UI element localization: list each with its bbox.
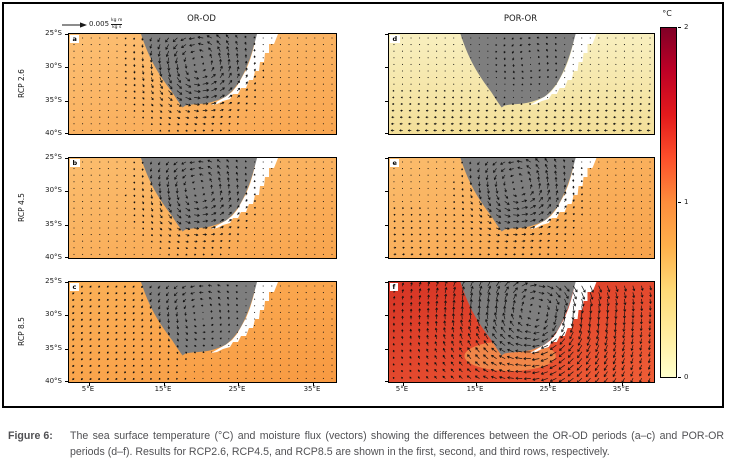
quiver-arrows [73, 159, 333, 256]
map-panel-c: c [68, 281, 337, 383]
axis-tick [65, 282, 68, 283]
axis-tick [65, 67, 68, 69]
row-label-rcp26: RCP 2.6 [16, 68, 26, 98]
y-tick-label: 25°S [45, 153, 62, 161]
axis-tick [65, 315, 68, 317]
axis-tick [476, 383, 477, 386]
axis-tick [65, 348, 68, 350]
y-tick-label: 35°S [45, 220, 62, 228]
colorbar-tick [678, 202, 681, 203]
axis-tick [403, 383, 404, 386]
axis-tick [313, 383, 315, 386]
map-panel-b: b [68, 157, 337, 259]
map-panel-d: d [388, 33, 655, 135]
axis-tick [385, 34, 388, 35]
panel-letter: a [70, 35, 80, 43]
x-tick-label: 25°E [539, 385, 557, 393]
x-tick-label: 35°E [303, 385, 321, 393]
colorbar-tick-label: 1 [684, 198, 689, 206]
y-tick-label: 35°S [45, 96, 62, 104]
quiver-key-unit-numerator: kg m [111, 18, 123, 23]
column-title-por-or: POR-OR [503, 14, 538, 24]
quiver-arrows [390, 36, 651, 132]
x-tick-label: 25°E [228, 385, 246, 393]
colorbar-tick [678, 27, 681, 28]
panel-letter: e [390, 159, 400, 167]
fraction-bar [111, 23, 123, 25]
map-b [69, 158, 336, 258]
map-c [69, 282, 336, 382]
quiver-key-units: kg m kg s [111, 18, 123, 30]
map-d [389, 34, 654, 134]
axis-tick [385, 348, 388, 350]
axis-tick [549, 383, 550, 386]
figure-caption-text: The sea surface temperature (°C) and moi… [70, 430, 724, 458]
axis-tick [65, 100, 68, 102]
row-label-rcp45: RCP 4.5 [16, 192, 26, 222]
axis-tick [238, 383, 240, 386]
axis-tick [385, 257, 388, 258]
y-tick-label: 30°S [45, 310, 62, 318]
y-tick-label: 30°S [45, 186, 62, 194]
x-tick-label: 35°E [612, 385, 630, 393]
axis-tick [385, 315, 388, 317]
map-panel-f: f [388, 281, 655, 383]
map-f [389, 282, 654, 382]
axis-tick [385, 191, 388, 193]
axis-tick [385, 100, 388, 102]
axis-tick [65, 158, 68, 159]
colorbar-tick [678, 377, 681, 378]
quiver-key-value: 0.005 [89, 19, 110, 28]
y-tick-label: 40°S [45, 129, 62, 137]
axis-tick [65, 257, 68, 258]
x-tick-label: 5°E [81, 385, 95, 393]
axis-tick [385, 133, 388, 134]
axis-tick [385, 158, 388, 159]
axis-tick [65, 34, 68, 35]
colorbar [660, 27, 677, 378]
column-title-or-od: OR-OD [187, 14, 216, 24]
panel-letter: f [390, 283, 398, 291]
axis-tick [89, 383, 90, 386]
quiver-key-unit-denominator: kg s [112, 24, 122, 30]
axis-tick [65, 133, 68, 134]
map-a [69, 34, 336, 134]
axis-tick [163, 383, 165, 386]
axis-tick [385, 224, 388, 226]
figure-caption: Figure 6: The sea surface temperature (°… [8, 429, 724, 461]
x-tick-label: 15°E [466, 385, 484, 393]
y-tick-label: 40°S [45, 253, 62, 261]
colorbar-unit-label: °C [662, 9, 672, 18]
colorbar-tick-label: 0 [684, 373, 689, 381]
map-e [389, 158, 654, 258]
map-panel-e: e [388, 157, 655, 259]
map-panel-a: a [68, 33, 337, 135]
row-label-rcp85: RCP 8.5 [16, 316, 26, 346]
y-tick-label: 30°S [45, 62, 62, 70]
x-tick-label: 5°E [395, 385, 409, 393]
axis-tick [65, 224, 68, 226]
quiver-key-arrow-icon [62, 22, 87, 28]
axis-tick [65, 381, 68, 382]
y-tick-label: 40°S [45, 377, 62, 385]
axis-tick [385, 381, 388, 382]
y-tick-label: 35°S [45, 344, 62, 352]
axis-tick [65, 191, 68, 193]
axis-tick [385, 67, 388, 69]
panel-letter: d [390, 35, 400, 43]
quiver-arrows [73, 34, 333, 132]
panel-letter: b [70, 159, 80, 167]
axis-tick [385, 282, 388, 283]
colorbar-tick-label: 2 [684, 23, 689, 31]
axis-tick [622, 383, 623, 386]
figure-caption-label: Figure 6: [8, 430, 53, 442]
y-tick-label: 25°S [45, 277, 62, 285]
panel-letter: c [70, 283, 79, 291]
x-tick-label: 15°E [154, 385, 172, 393]
quiver-arrows [392, 282, 652, 382]
quiver-arrows [393, 158, 651, 256]
y-tick-label: 25°S [45, 29, 62, 37]
quiver-key: 0.005 kg m kg s [89, 18, 123, 30]
